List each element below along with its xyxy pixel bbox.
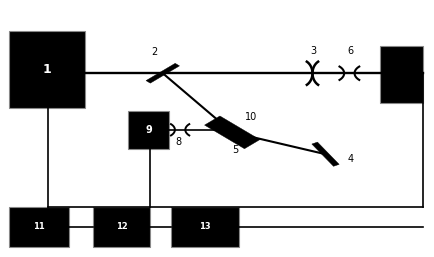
Text: 8: 8 <box>176 137 182 147</box>
Text: 12: 12 <box>115 222 128 231</box>
Text: 11: 11 <box>33 222 45 231</box>
Bar <box>9 207 69 247</box>
Polygon shape <box>204 116 260 149</box>
Bar <box>380 46 423 103</box>
Text: 9: 9 <box>145 125 152 135</box>
Text: 13: 13 <box>199 222 211 231</box>
Bar <box>9 31 85 108</box>
Bar <box>128 111 169 149</box>
Text: 3: 3 <box>310 46 316 56</box>
Text: 2: 2 <box>151 47 157 57</box>
Text: 5: 5 <box>232 145 238 155</box>
Text: 4: 4 <box>347 154 353 164</box>
Polygon shape <box>312 142 339 166</box>
Bar <box>171 207 239 247</box>
Text: 6: 6 <box>347 46 353 56</box>
Bar <box>93 207 150 247</box>
Text: 1: 1 <box>42 63 51 76</box>
Text: 10: 10 <box>245 112 257 122</box>
Polygon shape <box>146 63 180 83</box>
